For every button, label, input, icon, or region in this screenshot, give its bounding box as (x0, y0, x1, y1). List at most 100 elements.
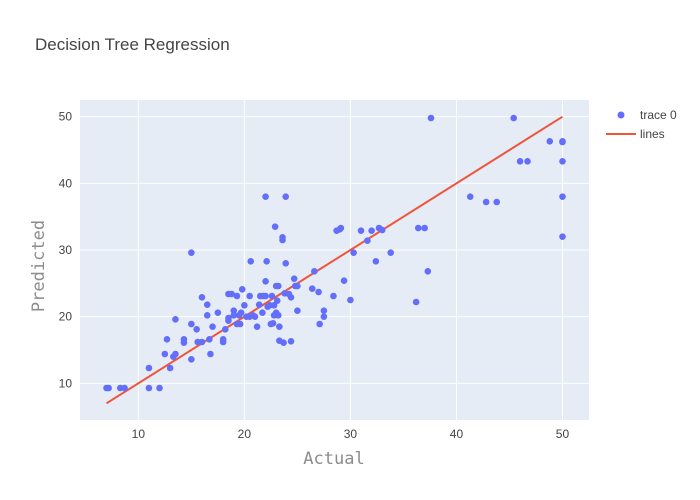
data-point[interactable] (145, 384, 153, 392)
data-point[interactable] (421, 224, 428, 232)
data-point[interactable] (219, 338, 227, 346)
data-point[interactable] (255, 301, 263, 308)
data-point[interactable] (273, 297, 281, 304)
data-point[interactable] (372, 258, 380, 265)
data-point[interactable] (308, 285, 316, 292)
data-point[interactable] (156, 384, 163, 392)
data-point[interactable] (482, 198, 490, 206)
data-point[interactable] (368, 227, 375, 234)
data-point[interactable] (105, 384, 112, 392)
data-point[interactable] (246, 292, 253, 300)
data-point[interactable] (161, 350, 169, 358)
data-point[interactable] (268, 292, 276, 300)
data-point[interactable] (251, 313, 259, 320)
data-point[interactable] (282, 260, 290, 267)
data-point[interactable] (320, 307, 328, 314)
data-point[interactable] (311, 268, 318, 275)
data-point[interactable] (263, 258, 270, 265)
data-point[interactable] (282, 193, 290, 200)
data-point[interactable] (290, 275, 298, 282)
data-point[interactable] (350, 249, 357, 256)
data-point[interactable] (253, 323, 261, 330)
data-point[interactable] (516, 158, 524, 165)
data-point[interactable] (546, 138, 554, 145)
data-point[interactable] (294, 282, 301, 290)
data-point[interactable] (337, 224, 345, 232)
data-point[interactable] (198, 294, 206, 301)
data-point[interactable] (274, 282, 282, 290)
data-point[interactable] (145, 364, 153, 372)
data-point[interactable] (427, 114, 435, 122)
data-point[interactable] (270, 302, 278, 309)
data-point[interactable] (188, 356, 195, 363)
data-point[interactable] (188, 320, 195, 328)
data-point[interactable] (412, 298, 420, 306)
data-point[interactable] (206, 336, 213, 343)
data-point[interactable] (524, 158, 531, 165)
legend-item-lines[interactable]: lines (606, 127, 665, 141)
data-point[interactable] (559, 193, 566, 200)
data-point[interactable] (230, 312, 238, 319)
x-tick-label: 40 (450, 427, 464, 441)
data-point[interactable] (271, 223, 279, 230)
data-point[interactable] (279, 234, 286, 241)
data-point[interactable] (276, 323, 283, 330)
data-point[interactable] (287, 294, 295, 301)
data-point[interactable] (387, 249, 395, 256)
data-point[interactable] (209, 323, 216, 330)
data-point[interactable] (163, 336, 171, 343)
data-point[interactable] (262, 193, 269, 200)
data-point[interactable] (207, 350, 214, 358)
data-point[interactable] (559, 138, 566, 145)
legend-label-lines: lines (640, 127, 665, 141)
data-point[interactable] (340, 277, 348, 284)
data-point[interactable] (378, 226, 386, 234)
data-point[interactable] (121, 384, 128, 392)
data-point[interactable] (214, 309, 222, 316)
data-point[interactable] (274, 312, 282, 319)
data-point[interactable] (230, 307, 238, 314)
data-point[interactable] (269, 320, 277, 327)
data-point[interactable] (493, 198, 501, 206)
data-point[interactable] (510, 114, 518, 122)
data-point[interactable] (237, 309, 245, 316)
legend[interactable]: trace 0 lines (606, 108, 677, 141)
data-point[interactable] (172, 350, 179, 358)
data-point[interactable] (364, 237, 371, 244)
data-point[interactable] (236, 320, 244, 328)
data-point[interactable] (466, 193, 474, 200)
data-point[interactable] (259, 309, 266, 316)
data-point[interactable] (221, 326, 229, 333)
data-point[interactable] (247, 258, 255, 265)
data-point[interactable] (233, 292, 241, 300)
data-point[interactable] (357, 227, 365, 234)
data-point[interactable] (424, 268, 432, 275)
data-point[interactable] (180, 336, 188, 343)
data-point[interactable] (347, 296, 354, 304)
data-point[interactable] (203, 301, 211, 308)
data-point[interactable] (238, 286, 246, 293)
data-point[interactable] (287, 338, 295, 345)
data-point[interactable] (188, 249, 195, 256)
data-point[interactable] (330, 292, 337, 300)
data-point[interactable] (559, 233, 566, 240)
data-point[interactable] (280, 339, 287, 346)
data-point[interactable] (320, 313, 328, 320)
data-point[interactable] (172, 316, 179, 323)
data-point[interactable] (198, 338, 206, 346)
data-point[interactable] (262, 292, 269, 300)
data-point[interactable] (262, 278, 269, 285)
data-point[interactable] (241, 302, 248, 309)
data-point[interactable] (559, 158, 566, 165)
data-point[interactable] (315, 288, 322, 296)
data-point[interactable] (193, 326, 200, 333)
data-point[interactable] (316, 320, 323, 328)
data-point[interactable] (414, 224, 422, 232)
data-point[interactable] (203, 312, 211, 319)
data-point[interactable] (294, 307, 301, 314)
y-tick-label: 40 (59, 176, 73, 190)
data-point[interactable] (166, 364, 174, 372)
legend-item-trace0[interactable]: trace 0 (617, 108, 678, 122)
data-point[interactable] (228, 290, 235, 298)
data-point[interactable] (225, 314, 232, 322)
